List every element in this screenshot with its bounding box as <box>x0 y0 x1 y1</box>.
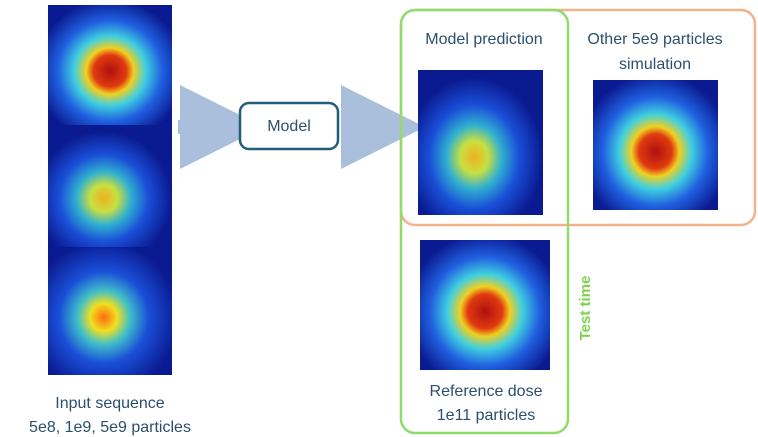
simulation-label: simulation <box>619 56 691 73</box>
input-image <box>48 247 172 375</box>
diagram: Input sequence 5e8, 1e9, 5e9 particles M… <box>0 0 758 437</box>
input-caption: 5e8, 1e9, 5e9 particles <box>29 419 191 436</box>
simulation-label: Other 5e9 particles <box>587 31 722 48</box>
input-image <box>48 125 172 247</box>
test-time-label: Test time <box>577 276 594 341</box>
reference-label: 1e11 particles <box>437 407 535 424</box>
input-image <box>48 5 172 125</box>
simulation-image <box>593 80 718 210</box>
reference-image <box>420 240 550 370</box>
prediction-label: Model prediction <box>425 31 542 48</box>
input-caption: Input sequence <box>55 395 165 412</box>
reference-label: Reference dose <box>430 383 543 400</box>
model-label: Model <box>267 118 311 135</box>
prediction-image <box>418 70 543 215</box>
